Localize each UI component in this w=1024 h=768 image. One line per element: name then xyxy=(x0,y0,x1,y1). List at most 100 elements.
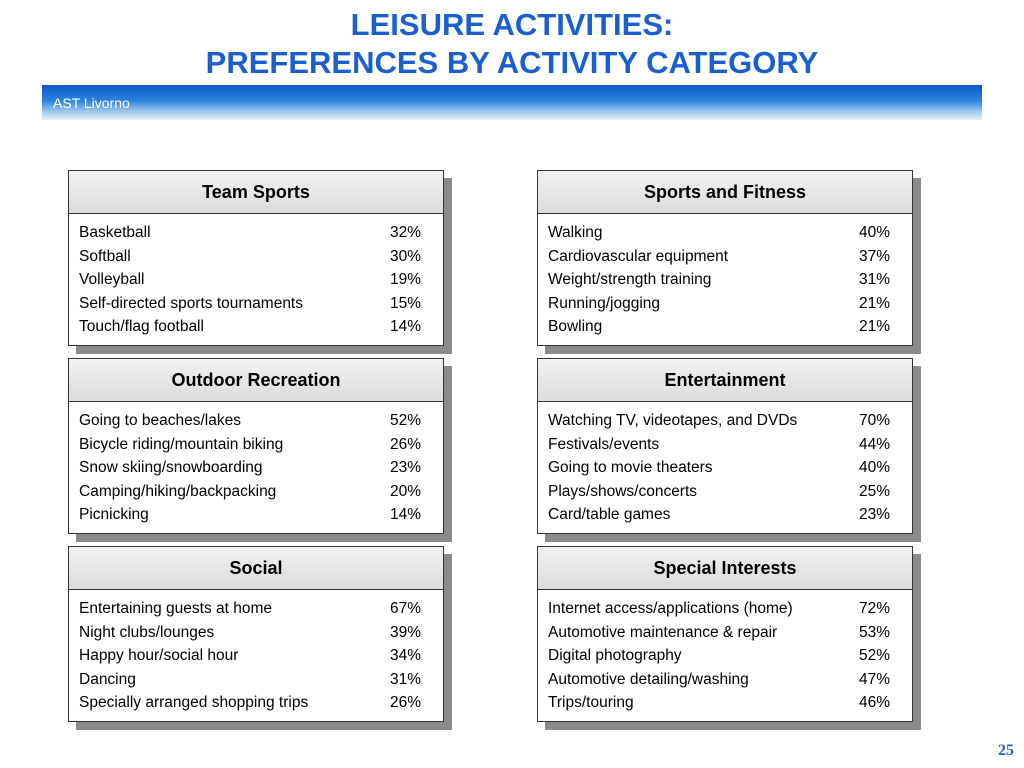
list-item: Specially arranged shopping trips 26% xyxy=(69,691,443,715)
list-item: Entertaining guests at home 67% xyxy=(69,597,443,621)
list-item: Walking 40% xyxy=(538,221,912,245)
list-item: Watching TV, videotapes, and DVDs 70% xyxy=(538,409,912,433)
activity-label: Digital photography xyxy=(548,647,682,665)
card-box: Outdoor Recreation Going to beaches/lake… xyxy=(68,358,444,534)
list-item: Internet access/applications (home) 72% xyxy=(538,597,912,621)
list-item: Going to beaches/lakes 52% xyxy=(69,409,443,433)
activity-label: Snow skiing/snowboarding xyxy=(79,459,263,477)
list-item: Snow skiing/snowboarding 23% xyxy=(69,456,443,480)
list-item: Festivals/events 44% xyxy=(538,433,912,457)
card-box: Special Interests Internet access/applic… xyxy=(537,546,913,722)
list-item: Basketball 32% xyxy=(69,221,443,245)
activity-list: Going to beaches/lakes 52% Bicycle riding… xyxy=(69,402,443,533)
activity-label: Picnicking xyxy=(79,506,149,524)
activity-percent: 52% xyxy=(859,647,891,665)
page-number: 25 xyxy=(998,742,1014,759)
activity-label: Going to beaches/lakes xyxy=(79,412,241,429)
activity-percent: 32% xyxy=(390,224,422,241)
list-item: Night clubs/lounges 39% xyxy=(69,621,443,645)
activity-label: Happy hour/social hour xyxy=(79,647,239,665)
activity-label: Automotive detailing/washing xyxy=(548,670,749,688)
activity-label: Weight/strength training xyxy=(548,271,712,289)
activity-label: Plays/shows/concerts xyxy=(548,482,698,500)
activity-percent: 26% xyxy=(390,435,422,453)
activity-label: Bowling xyxy=(548,318,603,336)
activity-percent: 37% xyxy=(859,247,891,265)
activity-label: Entertaining guests at home xyxy=(79,600,273,617)
card-title: Special Interests xyxy=(538,547,912,590)
activity-percent: 20% xyxy=(390,482,422,500)
list-item: Cardiovascular equipment 37% xyxy=(538,245,912,269)
category-card-special-interests: Special Interests Internet access/applic… xyxy=(537,546,921,730)
list-item: Camping/hiking/backpacking 20% xyxy=(69,480,443,504)
card-box: Entertainment Watching TV, videotapes, a… xyxy=(537,358,913,534)
list-item: Dancing 31% xyxy=(69,668,443,692)
activity-list: Watching TV, videotapes, and DVDs 70% Fes… xyxy=(538,402,912,533)
list-item: Trips/touring 46% xyxy=(538,691,912,715)
activity-percent: 44% xyxy=(859,435,891,453)
activity-percent: 31% xyxy=(390,670,422,688)
activity-percent: 26% xyxy=(390,694,422,712)
banner-label: AST Livorno xyxy=(53,95,130,111)
list-item: Softball 30% xyxy=(69,245,443,269)
activity-percent: 70% xyxy=(859,412,891,429)
category-card-social: Social Entertaining guests at home 67% Ni… xyxy=(68,546,452,730)
card-box: Sports and Fitness Walking 40% Cardiovasc… xyxy=(537,170,913,346)
activity-percent: 19% xyxy=(390,271,422,289)
activity-label: Cardiovascular equipment xyxy=(548,247,729,265)
activity-label: Night clubs/lounges xyxy=(79,623,215,641)
card-title: Outdoor Recreation xyxy=(69,359,443,402)
list-item: Plays/shows/concerts 25% xyxy=(538,480,912,504)
card-box: Team Sports Basketball 32% Softball 30% Vo… xyxy=(68,170,444,346)
activity-percent: 31% xyxy=(859,271,891,289)
category-card-entertainment: Entertainment Watching TV, videotapes, a… xyxy=(537,358,921,542)
activity-label: Specially arranged shopping trips xyxy=(79,694,309,712)
activity-percent: 39% xyxy=(390,623,422,641)
activity-percent: 15% xyxy=(390,294,422,312)
card-box: Social Entertaining guests at home 67% Ni… xyxy=(68,546,444,722)
category-card-sports-fitness: Sports and Fitness Walking 40% Cardiovasc… xyxy=(537,170,921,354)
activity-percent: 14% xyxy=(390,318,422,336)
list-item: Automotive maintenance & repair 53% xyxy=(538,621,912,645)
activity-percent: 25% xyxy=(859,482,891,500)
activity-percent: 34% xyxy=(390,647,422,665)
activity-percent: 40% xyxy=(859,224,891,241)
card-title: Sports and Fitness xyxy=(538,171,912,214)
list-item: Going to movie theaters 40% xyxy=(538,456,912,480)
activity-label: Walking xyxy=(548,224,603,241)
page-title: LEISURE ACTIVITIES: PREFERENCES BY ACTIV… xyxy=(0,6,1024,82)
list-item: Volleyball 19% xyxy=(69,268,443,292)
list-item: Digital photography 52% xyxy=(538,644,912,668)
category-card-team-sports: Team Sports Basketball 32% Softball 30% Vo… xyxy=(68,170,452,354)
activity-list: Entertaining guests at home 67% Night clu… xyxy=(69,590,443,721)
list-item: Automotive detailing/washing 47% xyxy=(538,668,912,692)
activity-list: Basketball 32% Softball 30% Volleyball 19% … xyxy=(69,214,443,345)
activity-label: Going to movie theaters xyxy=(548,459,713,477)
list-item: Picnicking 14% xyxy=(69,503,443,527)
activity-label: Internet access/applications (home) xyxy=(548,600,793,617)
activity-label: Volleyball xyxy=(79,271,145,289)
card-title: Social xyxy=(69,547,443,590)
activity-label: Festivals/events xyxy=(548,435,660,453)
activity-label: Softball xyxy=(79,247,131,265)
activity-list: Walking 40% Cardiovascular equipment 37% W… xyxy=(538,214,912,345)
card-title: Entertainment xyxy=(538,359,912,402)
header-banner: AST Livorno xyxy=(42,85,982,120)
list-item: Self-directed sports tournaments 15% xyxy=(69,292,443,316)
activity-label: Self-directed sports tournaments xyxy=(79,294,303,312)
activity-percent: 52% xyxy=(390,412,422,429)
list-item: Card/table games 23% xyxy=(538,503,912,527)
list-item: Running/jogging 21% xyxy=(538,292,912,316)
activity-percent: 46% xyxy=(859,694,891,712)
list-item: Touch/flag football 14% xyxy=(69,315,443,339)
activity-percent: 53% xyxy=(859,623,891,641)
activity-percent: 14% xyxy=(390,506,422,524)
activity-percent: 40% xyxy=(859,459,891,477)
title-line-1: LEISURE ACTIVITIES: xyxy=(350,7,674,42)
category-card-outdoor-recreation: Outdoor Recreation Going to beaches/lake… xyxy=(68,358,452,542)
activity-percent: 67% xyxy=(390,600,422,617)
card-title: Team Sports xyxy=(69,171,443,214)
activity-label: Bicycle riding/mountain biking xyxy=(79,435,284,453)
list-item: Bowling 21% xyxy=(538,315,912,339)
activity-percent: 47% xyxy=(859,670,891,688)
